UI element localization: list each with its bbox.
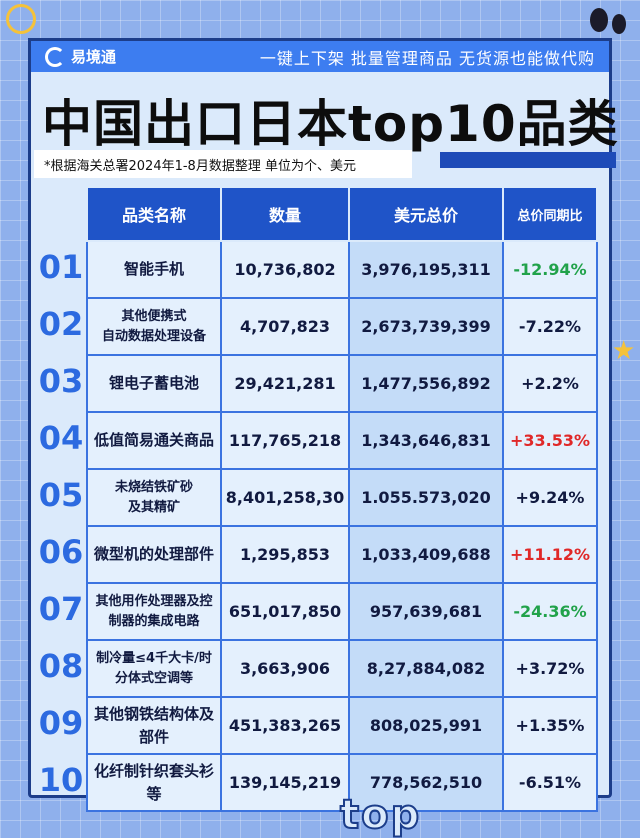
quantity-cell: 29,421,281 — [220, 354, 350, 413]
category-name-line1: 其他便携式 — [121, 309, 187, 324]
quantity-cell: 4,707,823 — [220, 297, 350, 356]
table-row: 其他用作处理器及控 制器的集成电路 651,017,850 957,639,681 -2… — [86, 582, 598, 641]
category-name-cell: 锂电子蓄电池 — [86, 354, 222, 413]
rank-number: 06 — [38, 533, 84, 571]
usd-total-cell: 3,976,195,311 — [348, 240, 504, 299]
yoy-change-cell: -12.94% — [502, 240, 598, 299]
note-background — [34, 150, 412, 178]
column-header-usd-total: 美元总价 — [348, 186, 504, 242]
category-name-line2: 分体式空调等 — [114, 670, 193, 686]
eye-dot-decoration — [612, 14, 626, 34]
column-header-quantity: 数量 — [220, 186, 350, 242]
category-name-line1: 低值简易通关商品 — [93, 431, 214, 450]
table-row: 制冷量≤4千大卡/时 分体式空调等 3,663,906 8,27,884,082 +3.… — [86, 639, 598, 698]
column-header-category: 品类名称 — [86, 186, 222, 242]
category-name-cell: 低值简易通关商品 — [86, 411, 222, 470]
column-header-yoy: 总价同期比 — [502, 186, 598, 242]
table-row: 其他钢铁结构体及部件 451,383,265 808,025,991 +1.35% — [86, 696, 598, 755]
brand-logo: 易境通 — [45, 46, 116, 67]
rank-number: 01 — [38, 248, 84, 286]
category-name-cell: 微型机的处理部件 — [86, 525, 222, 584]
title-accent-bar — [440, 152, 616, 168]
usd-total-cell: 1,033,409,688 — [348, 525, 504, 584]
table-row: 其他便携式 自动数据处理设备 4,707,823 2,673,739,399 -7.22… — [86, 297, 598, 356]
rank-number: 08 — [38, 647, 84, 685]
yoy-change-cell: -7.22% — [502, 297, 598, 356]
category-name-cell: 未烧结铁矿砂 及其精矿 — [86, 468, 222, 527]
rank-number: 07 — [38, 590, 84, 628]
rank-number: 02 — [38, 305, 84, 343]
data-source-note: *根据海关总署2024年1-8月数据整理 单位为个、美元 — [44, 159, 356, 174]
yoy-change-cell: +1.35% — [502, 696, 598, 755]
star-icon: ★ — [612, 336, 636, 366]
swirl-decoration — [6, 4, 36, 34]
table-row: 化纤制针织套头衫等 139,145,219 778,562,510 -6.51% — [86, 753, 598, 812]
usd-total-cell: 957,639,681 — [348, 582, 504, 641]
category-name-cell: 制冷量≤4千大卡/时 分体式空调等 — [86, 639, 222, 698]
quantity-cell: 10,736,802 — [220, 240, 350, 299]
category-name-line1: 制冷量≤4千大卡/时 — [96, 651, 212, 666]
category-name-cell: 化纤制针织套头衫等 — [86, 753, 222, 812]
decorative-footer-text: top — [339, 791, 422, 838]
category-name-line1: 其他用作处理器及控 — [95, 594, 213, 609]
rank-number: 09 — [38, 704, 84, 742]
rank-number: 05 — [38, 476, 84, 514]
yoy-change-cell: -6.51% — [502, 753, 598, 812]
top-banner: 易境通 一键上下架 批量管理商品 无货源也能做代购 — [28, 38, 612, 72]
slogan-text: 一键上下架 批量管理商品 无货源也能做代购 — [259, 48, 595, 68]
rank-number: 10 — [38, 761, 84, 799]
usd-total-cell: 808,025,991 — [348, 696, 504, 755]
category-name-line2: 自动数据处理设备 — [101, 328, 206, 344]
yoy-change-cell: +11.12% — [502, 525, 598, 584]
yoy-change-cell: -24.36% — [502, 582, 598, 641]
yoy-change-cell: +9.24% — [502, 468, 598, 527]
eye-dot-decoration — [590, 8, 608, 32]
category-name-cell: 其他便携式自动数据处理设备 — [86, 297, 222, 356]
category-name-line2: 制器的集成电路 — [108, 613, 200, 629]
page-title: 中国出口日本top10品类 — [42, 95, 619, 153]
usd-total-cell: 2,673,739,399 — [348, 297, 504, 356]
category-name-line1: 锂电子蓄电池 — [108, 374, 199, 393]
category-name-cell: 智能手机 — [86, 240, 222, 299]
quantity-cell: 1,295,853 — [220, 525, 350, 584]
logo-icon — [45, 46, 65, 67]
quantity-cell: 651,017,850 — [220, 582, 350, 641]
yoy-change-cell: +3.72% — [502, 639, 598, 698]
table-row: 未烧结铁矿砂 及其精矿 8,401,258,30 1.055.573,020 +9.24… — [86, 468, 598, 527]
quantity-cell: 117,765,218 — [220, 411, 350, 470]
category-name-line1: 化纤制针织套头衫等 — [93, 762, 214, 803]
category-name-line2: 及其精矿 — [127, 499, 180, 515]
category-name-line1: 微型机的处理部件 — [93, 545, 214, 564]
rank-number: 04 — [38, 419, 84, 457]
quantity-cell: 8,401,258,30 — [220, 468, 350, 527]
rank-number: 03 — [38, 362, 84, 400]
ranking-table: 品类名称 数量 美元总价 总价同期比 智能手机 10,736,802 3,976,1… — [86, 186, 598, 812]
table-header-row: 品类名称 数量 美元总价 总价同期比 — [86, 186, 598, 242]
table-row: 微型机的处理部件 1,295,853 1,033,409,688 +11.12% — [86, 525, 598, 584]
usd-total-cell: 778,562,510 — [348, 753, 504, 812]
usd-total-cell: 1.055.573,020 — [348, 468, 504, 527]
category-name-line1: 未烧结铁矿砂 — [114, 480, 193, 495]
category-name-cell: 其他用作处理器及控 制器的集成电路 — [86, 582, 222, 641]
category-name-cell: 其他钢铁结构体及部件 — [86, 696, 222, 755]
quantity-cell: 3,663,906 — [220, 639, 350, 698]
table-row: 低值简易通关商品 117,765,218 1,343,646,831 +33.53% — [86, 411, 598, 470]
table-row: 锂电子蓄电池 29,421,281 1,477,556,892 +2.2% — [86, 354, 598, 413]
usd-total-cell: 1,477,556,892 — [348, 354, 504, 413]
category-name-line1: 智能手机 — [123, 260, 184, 279]
usd-total-cell: 8,27,884,082 — [348, 639, 504, 698]
brand-name: 易境通 — [71, 48, 117, 66]
usd-total-cell: 1,343,646,831 — [348, 411, 504, 470]
category-name-line1: 其他钢铁结构体及部件 — [93, 705, 214, 746]
table-row: 智能手机 10,736,802 3,976,195,311 -12.94% — [86, 240, 598, 299]
yoy-change-cell: +33.53% — [502, 411, 598, 470]
yoy-change-cell: +2.2% — [502, 354, 598, 413]
quantity-cell: 451,383,265 — [220, 696, 350, 755]
quantity-cell: 139,145,219 — [220, 753, 350, 812]
